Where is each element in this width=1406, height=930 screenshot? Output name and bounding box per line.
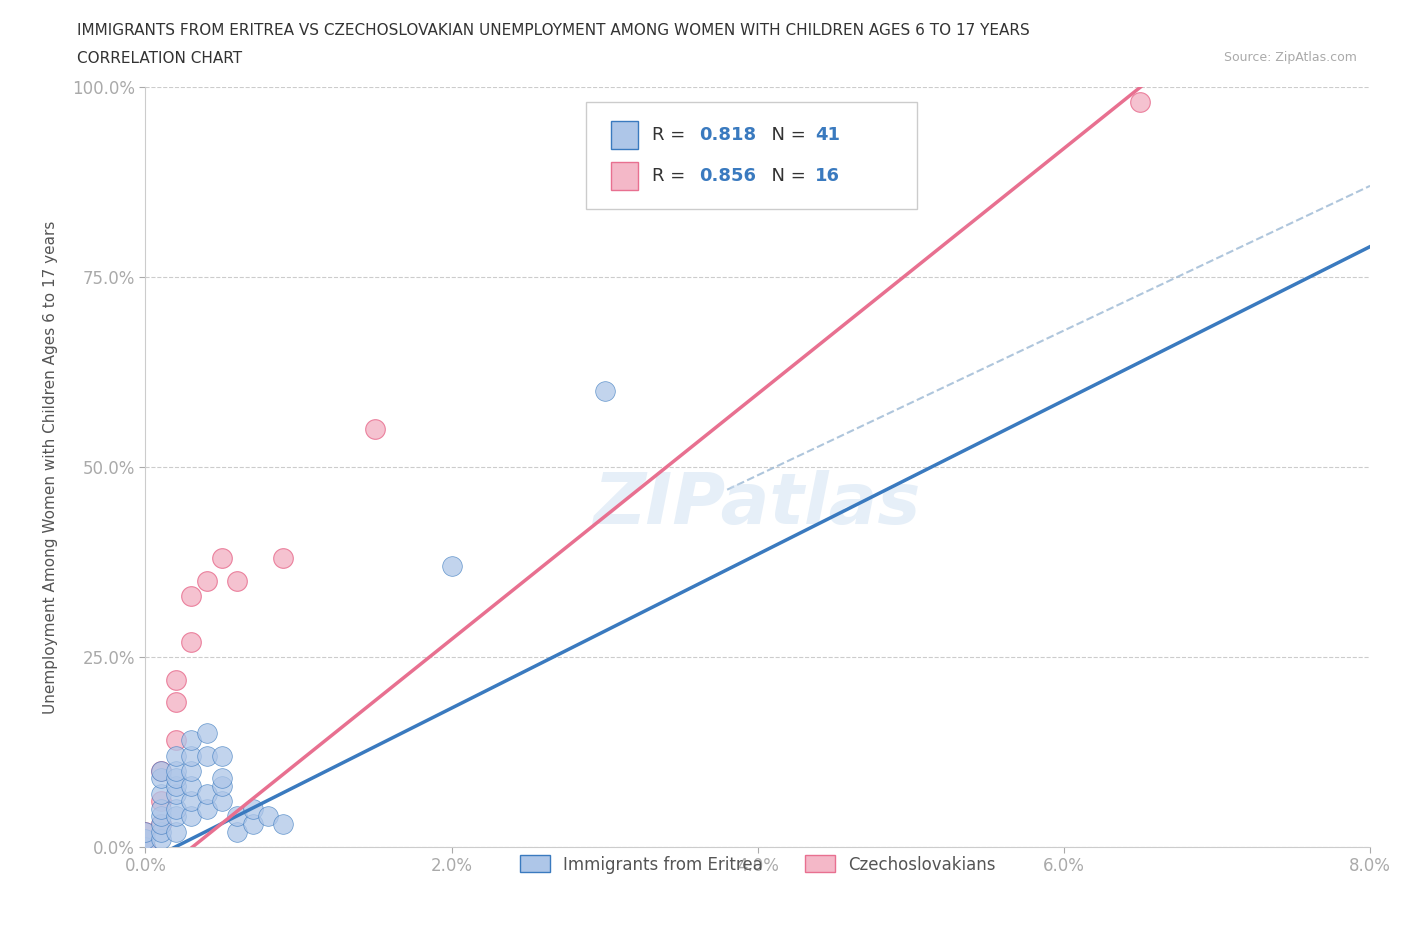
Point [593,383,616,398]
Point [165,786,187,801]
Point [149,831,172,846]
Point [149,786,172,801]
Point [149,793,172,808]
Text: 0.856: 0.856 [699,167,756,185]
Text: R =: R = [652,126,692,144]
Point [180,809,202,824]
FancyBboxPatch shape [610,121,638,150]
Point [165,824,187,839]
Point [195,748,218,763]
Point [1129,95,1152,110]
Point [195,725,218,740]
Point [149,817,172,831]
Point [226,809,249,824]
Point [195,574,218,589]
Point [134,839,156,854]
Point [149,824,172,839]
Point [271,551,294,565]
Point [165,733,187,748]
Point [211,771,233,786]
Text: N =: N = [761,167,811,185]
Point [134,824,156,839]
Point [149,809,172,824]
Point [149,764,172,778]
Point [242,802,264,817]
Point [195,786,218,801]
Text: CORRELATION CHART: CORRELATION CHART [77,51,242,66]
Point [134,831,156,846]
Point [180,764,202,778]
Text: R =: R = [652,167,692,185]
Legend: Immigrants from Eritrea, Czechoslovakians: Immigrants from Eritrea, Czechoslovakian… [513,849,1002,880]
Point [271,817,294,831]
Point [211,551,233,565]
Point [149,771,172,786]
Point [257,809,280,824]
Text: 16: 16 [815,167,841,185]
FancyBboxPatch shape [610,162,638,191]
Point [149,817,172,831]
Point [134,824,156,839]
Point [180,589,202,604]
Point [440,558,463,573]
Point [226,574,249,589]
Text: ZIPatlas: ZIPatlas [595,471,921,539]
Point [242,817,264,831]
Point [165,802,187,817]
Point [165,695,187,710]
Point [180,778,202,793]
Point [165,672,187,687]
Point [134,839,156,854]
Point [149,764,172,778]
Point [180,634,202,649]
Point [211,793,233,808]
Point [180,733,202,748]
Y-axis label: Unemployment Among Women with Children Ages 6 to 17 years: Unemployment Among Women with Children A… [44,220,58,713]
Point [195,802,218,817]
Point [211,748,233,763]
Point [165,809,187,824]
Point [165,778,187,793]
Point [149,802,172,817]
Point [180,793,202,808]
Point [165,748,187,763]
Point [180,748,202,763]
Text: IMMIGRANTS FROM ERITREA VS CZECHOSLOVAKIAN UNEMPLOYMENT AMONG WOMEN WITH CHILDRE: IMMIGRANTS FROM ERITREA VS CZECHOSLOVAKI… [77,23,1031,38]
Text: N =: N = [761,126,811,144]
Point [165,764,187,778]
Point [364,421,387,436]
Point [165,771,187,786]
Text: Source: ZipAtlas.com: Source: ZipAtlas.com [1223,51,1357,64]
Text: 41: 41 [815,126,841,144]
FancyBboxPatch shape [586,102,917,208]
Text: 0.818: 0.818 [699,126,756,144]
Point [211,778,233,793]
Point [226,824,249,839]
